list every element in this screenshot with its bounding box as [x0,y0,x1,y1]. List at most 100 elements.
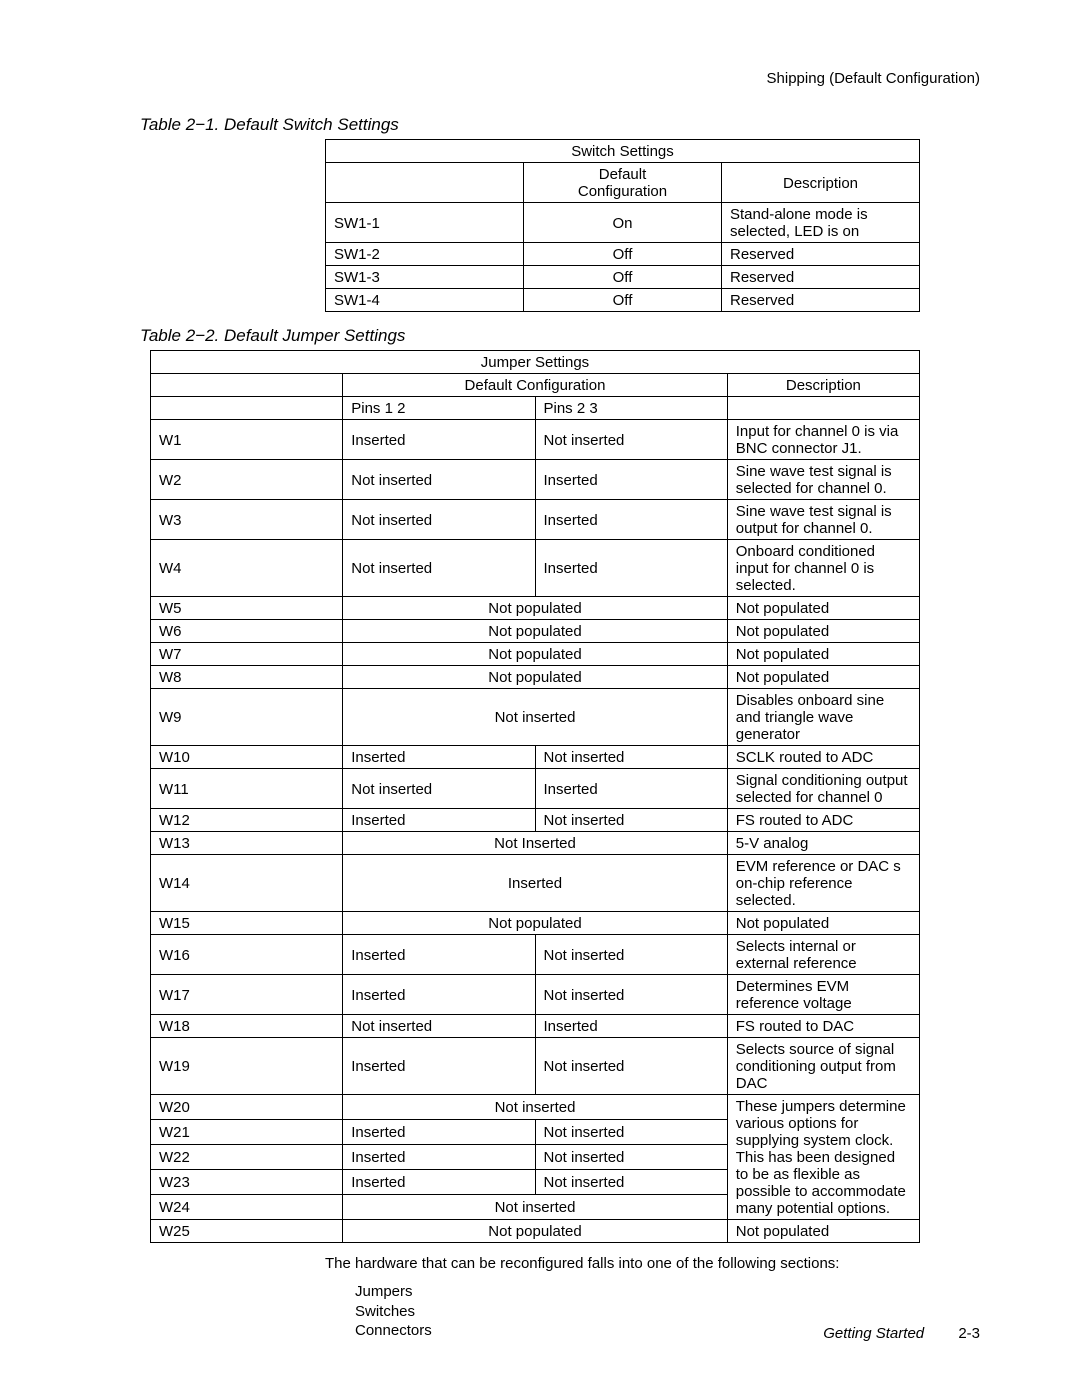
cell-pins12: Inserted [343,746,535,769]
table1-group-header: Switch Settings [326,140,920,163]
cell-default: Off [524,243,722,266]
cell-jumper: W23 [151,1170,343,1195]
table-row: W11Not insertedInsertedSignal conditioni… [151,769,920,809]
table1-col-default: Default Configuration [524,163,722,203]
cell-desc: Not populated [727,643,919,666]
cell-desc: FS routed to DAC [727,1015,919,1038]
cell-jumper: W25 [151,1220,343,1243]
cell-pins23: Inserted [535,769,727,809]
table-row: W8Not populatedNot populated [151,666,920,689]
cell-pins-merged: Not populated [343,643,728,666]
cell-jumper: W14 [151,855,343,912]
cell-jumper: W5 [151,597,343,620]
table2-sub-desc-blank [727,397,919,420]
table-row: W14InsertedEVM reference or DAC s on-chi… [151,855,920,912]
cell-desc: Signal conditioning output selected for … [727,769,919,809]
table2-col-default: Default Configuration [343,374,728,397]
cell-desc: Not populated [727,597,919,620]
table2-wrap: Jumper Settings Default Configuration De… [150,350,1000,1243]
table-row: SW1-4OffReserved [326,289,920,312]
cell-pins12: Inserted [343,420,535,460]
cell-pins-merged: Not inserted [343,1095,728,1120]
body-paragraph: The hardware that can be reconfigured fa… [325,1255,920,1272]
table-row: W1InsertedNot insertedInput for channel … [151,420,920,460]
table-row: W20Not insertedThese jumpers determine v… [151,1095,920,1120]
cell-pins12: Inserted [343,1170,535,1195]
cell-jumper: W12 [151,809,343,832]
cell-pins-merged: Not populated [343,620,728,643]
table1-col-default-l1: Default [599,166,647,183]
cell-pins-merged: Not inserted [343,689,728,746]
cell-desc: Reserved [722,289,920,312]
cell-pins23: Not inserted [535,809,727,832]
cell-jumper: W3 [151,500,343,540]
cell-desc: Reserved [722,243,920,266]
cell-jumper: W16 [151,935,343,975]
page: Shipping (Default Configuration) Table 2… [0,0,1080,1397]
cell-pins12: Not inserted [343,1015,535,1038]
table-row: W5Not populatedNot populated [151,597,920,620]
cell-jumper: W17 [151,975,343,1015]
table-row: W12InsertedNot insertedFS routed to ADC [151,809,920,832]
table-row: SW1-2OffReserved [326,243,920,266]
cell-pins23: Inserted [535,1015,727,1038]
cell-pins-merged: Not populated [343,912,728,935]
cell-pins-merged: Not populated [343,666,728,689]
cell-pins23: Not inserted [535,1145,727,1170]
cell-desc: Reserved [722,266,920,289]
cell-jumper: W15 [151,912,343,935]
table-row: W25Not populatedNot populated [151,1220,920,1243]
cell-desc: FS routed to ADC [727,809,919,832]
cell-jumper: W18 [151,1015,343,1038]
table1-caption: Table 2−1. Default Switch Settings [140,115,1000,135]
cell-desc: Determines EVM reference voltage [727,975,919,1015]
cell-desc: Selects internal or external reference [727,935,919,975]
table2-sub-pins12: Pins 1 2 [343,397,535,420]
table-row: W4Not insertedInsertedOnboard conditione… [151,540,920,597]
cell-jumper: W21 [151,1120,343,1145]
cell-pins12: Inserted [343,975,535,1015]
cell-desc: SCLK routed to ADC [727,746,919,769]
table-row: W3Not insertedInsertedSine wave test sig… [151,500,920,540]
table-row: W6Not populatedNot populated [151,620,920,643]
cell-desc: Not populated [727,620,919,643]
table-row: W19InsertedNot insertedSelects source of… [151,1038,920,1095]
cell-desc: Input for channel 0 is via BNC connector… [727,420,919,460]
table-row: W2Not insertedInsertedSine wave test sig… [151,460,920,500]
table-row: SW1-3OffReserved [326,266,920,289]
switch-settings-table: Switch Settings Default Configuration De… [325,139,920,312]
table-row: W15Not populatedNot populated [151,912,920,935]
table-row: W7Not populatedNot populated [151,643,920,666]
cell-pins23: Not inserted [535,1120,727,1145]
cell-pins23: Inserted [535,540,727,597]
cell-desc: Not populated [727,912,919,935]
cell-jumper: W20 [151,1095,343,1120]
jumper-settings-table: Jumper Settings Default Configuration De… [150,350,920,1243]
cell-pins-merged: Not populated [343,1220,728,1243]
cell-pins23: Not inserted [535,420,727,460]
table-row: SW1-1OnStand-alone mode is selected, LED… [326,203,920,243]
table2-col-jumper [151,374,343,397]
cell-desc: Onboard conditioned input for channel 0 … [727,540,919,597]
cell-desc: Selects source of signal conditioning ou… [727,1038,919,1095]
table2-sub-pins23: Pins 2 3 [535,397,727,420]
cell-jumper: W8 [151,666,343,689]
cell-pins23: Not inserted [535,746,727,769]
cell-pins23: Inserted [535,500,727,540]
running-header: Shipping (Default Configuration) [80,70,980,87]
cell-desc: Not populated [727,1220,919,1243]
table1-col-default-l2: Configuration [578,183,667,200]
footer-pageno: 2-3 [958,1325,980,1342]
table-row: W10InsertedNot insertedSCLK routed to AD… [151,746,920,769]
cell-pins12: Inserted [343,935,535,975]
cell-jumper: W6 [151,620,343,643]
cell-jumper: W9 [151,689,343,746]
cell-jumper: W2 [151,460,343,500]
cell-pins12: Not inserted [343,460,535,500]
cell-switch: SW1-4 [326,289,524,312]
cell-pins23: Not inserted [535,935,727,975]
cell-pins23: Not inserted [535,975,727,1015]
cell-pins12: Not inserted [343,769,535,809]
list-item: Jumpers [355,1282,920,1302]
table1-col-switch [326,163,524,203]
